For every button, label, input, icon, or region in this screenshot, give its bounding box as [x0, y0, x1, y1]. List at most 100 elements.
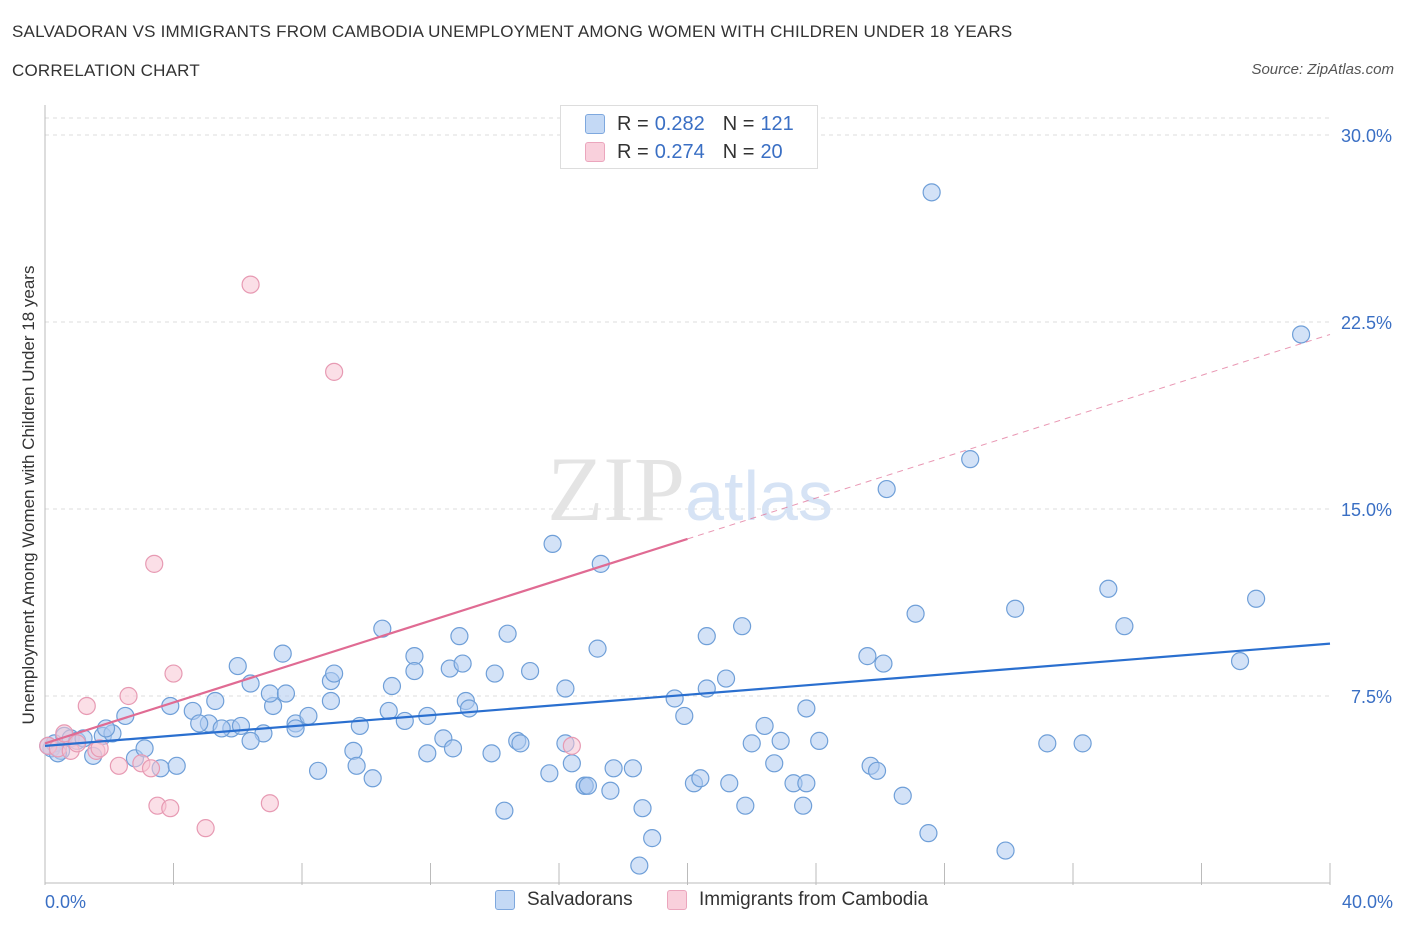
salvadoran-point — [633, 799, 652, 818]
legend-row-cambodia: R = 0.274 N = 20 — [585, 140, 783, 164]
salvadoran-point — [453, 654, 472, 673]
cambodia-point — [90, 739, 109, 758]
r-label: R = — [617, 140, 649, 163]
salvadoran-point — [922, 183, 941, 202]
salvadoran-point — [906, 604, 925, 623]
cambodia-point — [145, 554, 164, 573]
salvadoran-point — [1291, 325, 1311, 344]
cambodia-point — [260, 794, 279, 813]
salvadoran-point — [643, 829, 662, 848]
salvadoran-point — [675, 706, 694, 726]
salvadoran-point — [228, 656, 247, 676]
n-label: N = — [722, 112, 755, 135]
salvadoran-point — [736, 796, 755, 815]
salvadoran-point — [260, 684, 279, 703]
salvadoran-point — [206, 691, 225, 711]
cambodia-point — [109, 756, 128, 775]
y-tick-label: 15.0% — [1341, 500, 1392, 520]
salvadoran-point — [697, 627, 716, 646]
salvadoran-point — [588, 639, 607, 658]
grid-lines — [45, 117, 1330, 697]
salvadoran-point — [874, 654, 893, 673]
legend-row-salvadorans: R = 0.282 N = 121 — [585, 112, 794, 136]
salvadoran-point — [273, 644, 292, 663]
n-value: 20 — [760, 140, 783, 163]
salvadoran-point — [562, 754, 581, 773]
salvadoran-point — [325, 664, 344, 683]
salvadoran-point — [190, 714, 209, 733]
salvadoran-point — [765, 754, 784, 773]
cambodia-trend-line — [44, 537, 688, 745]
legend-item-salvadorans: Salvadorans — [495, 889, 633, 911]
salvadoran-point — [630, 856, 649, 875]
legend-label-salvadorans: Salvadorans — [527, 889, 633, 910]
y-tick-label: 22.5% — [1341, 313, 1392, 333]
x-tick-label: 0.0% — [45, 892, 86, 912]
legend-item-cambodia: Immigrants from Cambodia — [667, 889, 928, 911]
salvadoran-point — [286, 719, 305, 738]
salvadoran-point — [363, 769, 382, 788]
n-label: N = — [722, 140, 755, 163]
watermark: ZIPatlas — [547, 438, 833, 540]
legend-swatch-pink — [667, 890, 687, 910]
salvadoran-point — [867, 761, 887, 780]
cambodia-point — [562, 736, 581, 755]
salvadoran-point — [1073, 734, 1092, 753]
salvadoran-point — [498, 624, 517, 643]
legend-swatch-blue — [585, 114, 605, 134]
r-label: R = — [617, 112, 649, 135]
salvadoran-point — [877, 479, 896, 499]
salvadoran-point — [604, 759, 623, 778]
salvadoran-point — [742, 734, 761, 753]
salvadoran-point — [167, 756, 186, 775]
salvadoran-point — [691, 769, 710, 788]
salvadoran-point — [1230, 651, 1250, 671]
salvadoran-point — [665, 689, 684, 708]
salvadoran-point — [405, 661, 424, 681]
cambodia-point — [119, 686, 138, 706]
salvadoran-point — [418, 744, 437, 763]
salvadoran-point — [379, 701, 398, 721]
salvadoran-point — [1038, 734, 1057, 753]
salvadoran-point — [1099, 579, 1118, 598]
salvadoran-point — [1115, 617, 1134, 636]
legend-swatch-blue — [495, 890, 515, 910]
salvadoran-point — [241, 731, 260, 750]
salvadoran-point — [344, 741, 363, 760]
salvadoran-point — [212, 719, 231, 738]
salvadoran-point — [450, 627, 469, 646]
x-tick-label: 40.0% — [1342, 892, 1393, 912]
salvadoran-point — [919, 824, 938, 843]
salvadoran-point — [135, 739, 154, 758]
y-axis-title: Unemployment Among Women with Children U… — [19, 266, 38, 725]
cambodia-trend-extension — [687, 333, 1331, 540]
chart-subtitle: CORRELATION CHART — [12, 61, 200, 80]
legend-swatch-pink — [585, 142, 605, 162]
salvadoran-point — [810, 731, 829, 750]
legend-label-cambodia: Immigrants from Cambodia — [699, 889, 929, 910]
salvadoran-point — [556, 679, 575, 698]
salvadoran-point — [395, 711, 414, 731]
r-value: 0.282 — [654, 112, 705, 135]
salvadoran-point — [755, 716, 774, 736]
salvadoran-point — [443, 739, 463, 758]
salvadoran-point — [299, 706, 318, 726]
salvadoran-point — [485, 664, 504, 683]
salvadorans-points — [39, 183, 1311, 875]
salvadoran-point — [578, 776, 598, 795]
salvadoran-point — [459, 699, 479, 718]
trend-lines — [44, 333, 1331, 747]
cambodia-point — [161, 799, 180, 818]
series-legend: Salvadorans Immigrants from Cambodia — [0, 889, 1406, 915]
salvadoran-point — [733, 617, 752, 636]
salvadoran-point — [794, 796, 813, 815]
y-tick-label: 30.0% — [1341, 126, 1392, 146]
salvadoran-point — [797, 699, 816, 718]
salvadoran-point — [520, 661, 540, 681]
salvadoran-trend-line — [44, 642, 1331, 747]
salvadoran-point — [308, 761, 328, 780]
cambodia-point — [241, 275, 260, 294]
chart-title: SALVADORAN VS IMMIGRANTS FROM CAMBODIA U… — [12, 22, 1013, 41]
salvadoran-point — [716, 669, 736, 688]
